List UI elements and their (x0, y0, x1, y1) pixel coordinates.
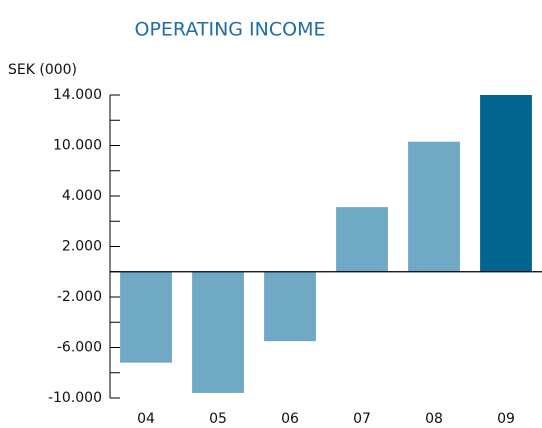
y-tick-label: 2.000 (62, 239, 102, 255)
bar (408, 141, 460, 272)
y-tick-label: -6.000 (57, 340, 102, 356)
bar (480, 95, 532, 272)
y-tick-label: 14.000 (53, 87, 102, 103)
y-tick-label: -10.000 (48, 390, 102, 406)
x-tick-label: 08 (425, 411, 443, 427)
bar (264, 271, 316, 342)
y-tick-label: -2.000 (57, 289, 102, 305)
x-tick-label: 04 (137, 411, 155, 427)
x-tick-label: 09 (497, 411, 515, 427)
bar (120, 271, 172, 363)
x-tick-label: 07 (353, 411, 371, 427)
bar (192, 271, 244, 393)
y-tick-label: 4.000 (62, 188, 102, 204)
y-tick-label: 10.000 (53, 138, 102, 154)
chart-title: OPERATING INCOME (135, 19, 326, 41)
x-tick-label: 06 (281, 411, 299, 427)
bar (336, 207, 388, 272)
y-axis-label: SEK (000) (8, 62, 77, 78)
x-tick-label: 05 (209, 411, 227, 427)
